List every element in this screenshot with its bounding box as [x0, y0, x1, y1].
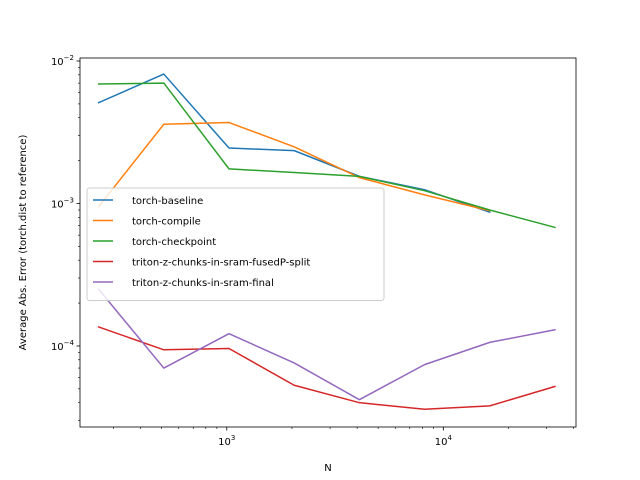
y-axis-label: Average Abs. Error (torch.dist to refere… [18, 135, 29, 351]
series-line-triton-z-chunks-in-sram-final [97, 288, 556, 401]
y-axis: 10−4 10−3 10−2 [51, 54, 80, 421]
legend-label: triton-z-chunks-in-sram-final [132, 278, 274, 289]
x-axis-label: N [324, 463, 331, 474]
legend-label: torch-compile [132, 217, 201, 228]
series-line-triton-z-chunks-in-sram-fusedP-split [97, 325, 556, 410]
y-tick-label: 10−3 [51, 196, 74, 210]
legend-label: torch-checkpoint [132, 237, 216, 248]
series-line-torch-compile [97, 121, 491, 212]
y-tick-label: 10−2 [51, 54, 74, 68]
plot-frame [79, 57, 577, 428]
x-tick-label: 103 [218, 434, 235, 448]
legend: torch-baseline torch-compile torch-checkpo… [86, 187, 385, 301]
legend-box [86, 187, 385, 301]
legend-label: triton-z-chunks-in-sram-fusedP-split [132, 258, 310, 269]
legend-label: torch-baseline [132, 196, 203, 207]
plot-lines [97, 73, 556, 410]
series-line-torch-checkpoint [97, 82, 556, 229]
series-line-torch-baseline [97, 73, 491, 214]
y-tick-label: 10−4 [51, 339, 75, 353]
x-axis: 103 104 [113, 427, 574, 448]
x-tick-label: 104 [435, 434, 453, 448]
